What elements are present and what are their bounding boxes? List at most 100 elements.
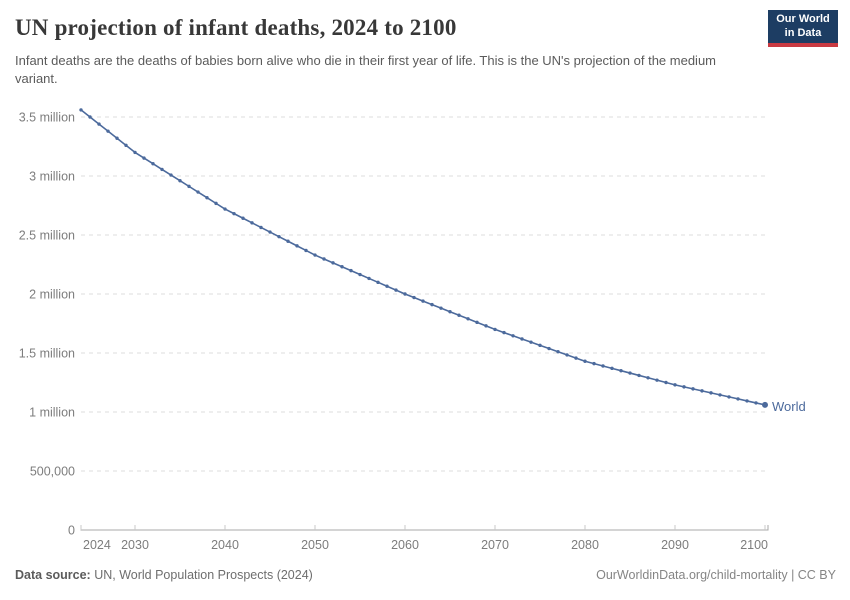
world-series-marker <box>331 261 335 265</box>
world-series-marker <box>214 201 218 206</box>
world-series-marker <box>556 350 560 354</box>
x-axis-tick-label: 2100 <box>740 538 768 552</box>
world-series-marker <box>313 253 317 257</box>
world-series-marker <box>745 399 749 403</box>
world-series-marker <box>655 378 659 382</box>
world-series-marker <box>304 248 308 253</box>
world-series-marker <box>340 265 344 269</box>
world-series-marker <box>376 280 380 285</box>
owid-logo-line1: Our World <box>776 12 830 25</box>
world-series-marker <box>79 108 83 112</box>
world-series-marker <box>88 115 92 119</box>
credit-link[interactable]: OurWorldinData.org/child-mortality | CC … <box>596 568 836 582</box>
world-series-marker <box>484 324 488 328</box>
data-source-label: Data source: <box>15 568 91 582</box>
world-series-marker <box>403 292 407 296</box>
world-series-marker <box>619 369 623 373</box>
data-source: Data source: UN, World Population Prospe… <box>15 568 313 582</box>
x-axis-tick-label: 2080 <box>571 538 599 552</box>
world-series-marker <box>259 225 263 230</box>
x-axis-line <box>80 525 769 531</box>
world-series-marker <box>322 257 326 261</box>
world-series-marker <box>457 313 461 317</box>
world-series-marker <box>385 284 389 288</box>
world-series-marker <box>529 340 533 344</box>
world-series-marker <box>178 179 182 183</box>
world-series-marker <box>142 156 146 160</box>
world-series-marker <box>682 385 686 389</box>
world-series-marker <box>565 353 569 357</box>
world-series-marker <box>493 327 497 332</box>
series-label-world: World <box>772 399 806 414</box>
world-series-marker <box>628 371 632 375</box>
chart-footer: Data source: UN, World Population Prospe… <box>15 568 836 582</box>
world-series-marker <box>574 356 578 360</box>
world-series-marker <box>673 383 677 387</box>
world-series-marker <box>295 244 299 248</box>
world-series-marker <box>394 288 398 292</box>
line-chart: 0 500,000 1 million 1.5 million 2 million 2.5… <box>19 108 769 552</box>
world-series-marker <box>106 129 110 133</box>
world-series-marker <box>160 167 164 172</box>
x-axis-tick-label: 2070 <box>481 538 509 552</box>
y-axis-tick-label: 1 million <box>29 406 75 420</box>
world-series-marker <box>187 184 191 189</box>
world-series-marker <box>592 361 596 366</box>
world-series-line <box>80 109 766 406</box>
world-series-marker <box>232 211 236 216</box>
owid-logo-line2: in Data <box>784 26 822 39</box>
world-series-marker <box>718 393 722 397</box>
world-series-marker <box>349 268 353 273</box>
y-axis-tick-label: 0 <box>68 524 75 538</box>
world-series-marker <box>367 276 371 281</box>
x-axis-tick-label: 2024 <box>83 538 111 552</box>
world-series-marker <box>277 234 281 239</box>
world-series-marker <box>547 346 551 351</box>
world-series-marker <box>601 364 605 368</box>
y-axis-tick-label: 1.5 million <box>19 347 75 361</box>
x-axis-tick-label: 2030 <box>121 538 149 552</box>
world-series-marker <box>421 299 425 303</box>
world-series-marker <box>709 391 713 395</box>
world-series-marker <box>286 239 290 243</box>
world-series-marker <box>241 216 245 220</box>
world-series-marker <box>754 401 758 405</box>
world-series-marker <box>466 317 470 321</box>
world-series-marker <box>268 230 272 234</box>
world-series-marker <box>736 397 740 401</box>
world-series-marker <box>223 207 227 211</box>
page-title: UN projection of infant deaths, 2024 to … <box>15 15 457 40</box>
world-series-marker <box>610 366 614 371</box>
x-axis-tick-label: 2050 <box>301 538 329 552</box>
world-series-marker <box>205 196 209 200</box>
world-series-marker <box>664 380 668 385</box>
world-series-marker <box>124 143 128 148</box>
world-series-marker <box>538 343 542 348</box>
world-series-marker <box>727 395 731 399</box>
world-series-marker <box>511 334 515 338</box>
y-axis-tick-label: 3.5 million <box>19 111 75 125</box>
world-series-marker <box>646 376 650 380</box>
x-axis-tick-label: 2040 <box>211 538 239 552</box>
world-series-marker <box>151 162 155 166</box>
world-series-marker <box>475 320 479 325</box>
world-series-marker <box>700 389 704 393</box>
y-axis-tick-label: 3 million <box>29 170 75 184</box>
world-series-marker <box>448 310 452 314</box>
y-axis-tick-label: 2.5 million <box>19 229 75 243</box>
world-series-marker <box>358 272 362 277</box>
owid-logo: Our World in Data <box>768 10 838 47</box>
world-series-marker <box>250 221 254 225</box>
y-axis-tick-label: 500,000 <box>30 465 75 479</box>
world-series-marker <box>196 190 200 194</box>
world-series-marker <box>691 387 695 391</box>
x-axis-tick-label: 2060 <box>391 538 419 552</box>
y-axis-tick-label: 2 million <box>29 288 75 302</box>
world-series-marker <box>520 337 524 341</box>
world-series-marker <box>115 136 119 140</box>
world-series-marker <box>412 295 416 300</box>
x-axis-tick-label: 2090 <box>661 538 689 552</box>
world-series-marker <box>169 173 173 177</box>
world-series-marker <box>133 150 137 155</box>
world-series-marker <box>583 359 587 363</box>
